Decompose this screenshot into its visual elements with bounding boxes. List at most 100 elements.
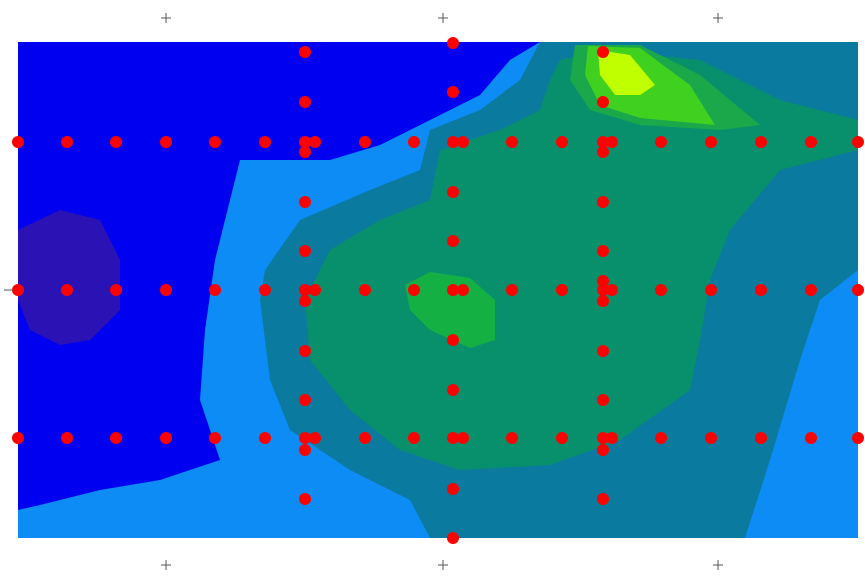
sample-point — [597, 295, 609, 307]
sample-point — [447, 384, 459, 396]
sample-point — [506, 284, 518, 296]
sample-point — [299, 196, 311, 208]
contour-green-blob — [405, 272, 495, 348]
sample-point — [556, 284, 568, 296]
sample-point — [259, 136, 271, 148]
sample-point — [755, 136, 767, 148]
sample-point — [299, 96, 311, 108]
sample-point — [299, 46, 311, 58]
sample-point — [408, 136, 420, 148]
sample-point — [110, 284, 122, 296]
sample-point — [705, 136, 717, 148]
sample-point — [299, 295, 311, 307]
sample-point — [597, 432, 609, 444]
sample-point — [408, 432, 420, 444]
sample-point — [209, 432, 221, 444]
sample-point — [447, 532, 459, 544]
sample-point — [597, 46, 609, 58]
plus-marker — [4, 13, 723, 570]
sample-point — [805, 284, 817, 296]
sample-point — [705, 432, 717, 444]
sample-point — [755, 432, 767, 444]
sample-point — [655, 432, 667, 444]
sample-point — [597, 196, 609, 208]
sample-point — [209, 284, 221, 296]
sample-point — [655, 136, 667, 148]
sample-point — [12, 136, 24, 148]
crosshair-markers — [4, 13, 723, 570]
contour-green-teal — [305, 50, 858, 470]
sample-point — [359, 432, 371, 444]
sample-point — [299, 394, 311, 406]
sample-point — [457, 136, 469, 148]
sample-point — [209, 136, 221, 148]
sample-point — [299, 432, 311, 444]
sample-point — [457, 284, 469, 296]
sample-point — [506, 432, 518, 444]
sample-point — [447, 86, 459, 98]
sample-point — [408, 284, 420, 296]
sample-point — [299, 284, 311, 296]
sample-point — [12, 432, 24, 444]
sample-point — [12, 284, 24, 296]
sample-point — [597, 146, 609, 158]
sample-point — [506, 136, 518, 148]
sample-point — [606, 136, 618, 148]
sample-point — [597, 245, 609, 257]
sample-point — [299, 345, 311, 357]
sample-point — [852, 284, 864, 296]
sample-point — [110, 432, 122, 444]
sample-point — [110, 136, 122, 148]
sample-point — [299, 444, 311, 456]
sample-point — [556, 432, 568, 444]
sample-point — [597, 493, 609, 505]
sample-point — [309, 284, 321, 296]
sample-point — [359, 136, 371, 148]
sample-point — [160, 284, 172, 296]
sample-point — [457, 432, 469, 444]
sample-point — [447, 186, 459, 198]
contour-purple — [18, 210, 120, 345]
sample-point — [597, 345, 609, 357]
contour-dark-blue — [18, 42, 540, 510]
sample-point — [805, 136, 817, 148]
sample-point — [160, 432, 172, 444]
sample-point — [359, 284, 371, 296]
sample-point — [309, 136, 321, 148]
sample-point — [655, 284, 667, 296]
sample-point — [606, 432, 618, 444]
sample-point — [309, 432, 321, 444]
sample-point — [160, 136, 172, 148]
sample-point — [259, 284, 271, 296]
contour-yellow-green — [598, 50, 655, 95]
sample-point — [597, 444, 609, 456]
sample-point — [299, 146, 311, 158]
sample-point — [597, 275, 609, 287]
sample-point — [447, 136, 459, 148]
sample-point — [597, 284, 609, 296]
sample-point — [852, 432, 864, 444]
sample-point — [61, 284, 73, 296]
sample-point — [447, 334, 459, 346]
sample-point — [61, 136, 73, 148]
sample-point — [259, 432, 271, 444]
sample-point — [597, 394, 609, 406]
sample-point — [597, 96, 609, 108]
sample-point — [852, 136, 864, 148]
sample-point — [597, 136, 609, 148]
sample-point — [447, 235, 459, 247]
sample-points — [12, 37, 864, 544]
sample-point — [299, 136, 311, 148]
sample-point — [447, 284, 459, 296]
sample-point — [447, 37, 459, 49]
sample-point — [606, 284, 618, 296]
sample-point — [447, 483, 459, 495]
sample-point — [299, 245, 311, 257]
sample-point — [805, 432, 817, 444]
sample-point — [299, 493, 311, 505]
sample-point — [556, 136, 568, 148]
sample-point — [447, 432, 459, 444]
sample-point — [755, 284, 767, 296]
sample-point — [705, 284, 717, 296]
